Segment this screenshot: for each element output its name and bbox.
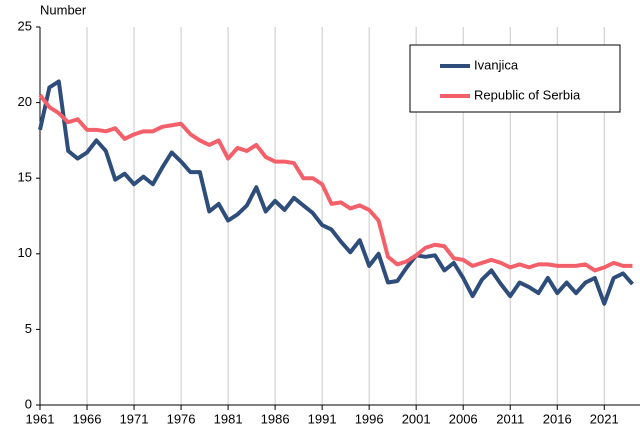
- y-tick-label: 10: [18, 245, 32, 260]
- x-tick-label: 1986: [261, 411, 290, 426]
- x-tick-label: 2016: [543, 411, 572, 426]
- x-tick-label: 2011: [496, 411, 524, 426]
- x-tick-label: 1971: [120, 411, 149, 426]
- y-tick-label: 25: [18, 18, 32, 33]
- x-tick-label: 2021: [590, 411, 619, 426]
- x-tick-label: 1991: [308, 411, 337, 426]
- legend-box: [409, 44, 621, 113]
- x-tick-label: 1996: [355, 411, 384, 426]
- legend-label: Republic of Serbia: [474, 87, 581, 102]
- y-tick-label: 15: [18, 170, 32, 185]
- x-tick-label: 1961: [26, 411, 55, 426]
- y-tick-label: 5: [25, 321, 32, 336]
- legend-label: Ivanjica: [474, 57, 519, 72]
- x-tick-label: 1976: [167, 411, 196, 426]
- x-tick-label: 1966: [73, 411, 102, 426]
- x-tick-label: 2006: [449, 411, 478, 426]
- x-tick-label: 1981: [214, 411, 243, 426]
- series-line: [38, 79, 634, 306]
- series-line: [38, 93, 633, 273]
- y-tick-label: 0: [25, 396, 32, 411]
- x-tick-label: 2001: [402, 411, 431, 426]
- y-tick-label: 20: [18, 94, 32, 109]
- y-axis-label: Number: [40, 2, 87, 17]
